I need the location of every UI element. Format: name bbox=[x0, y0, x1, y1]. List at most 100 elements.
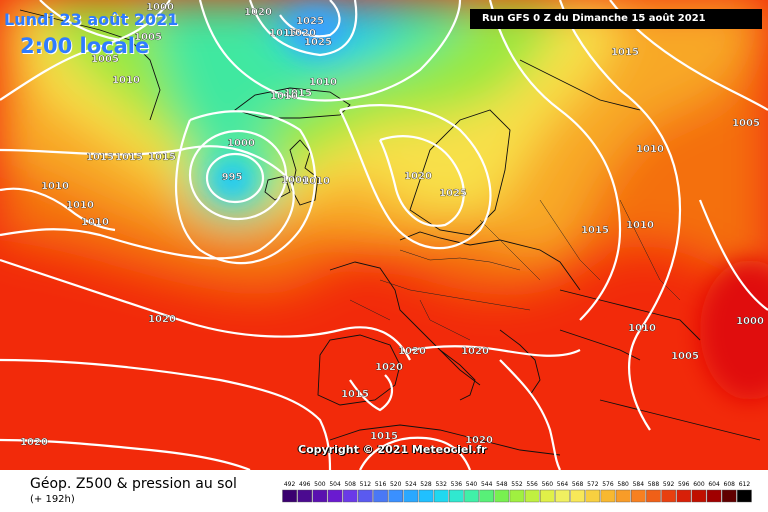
color-scale-legend: 492 496 500 504 508 512 516 520 524 528 532 536 540 5… bbox=[282, 481, 752, 503]
isobar-label: 1000 bbox=[146, 2, 174, 13]
legend-value: 568 bbox=[572, 481, 584, 488]
isobar-label: 1005 bbox=[671, 351, 699, 362]
legend-value: 588 bbox=[648, 481, 660, 488]
isobar-label: 1000 bbox=[227, 138, 255, 149]
legend-swatch bbox=[540, 489, 555, 503]
legend-value: 552 bbox=[511, 481, 523, 488]
isobar-label: 1010 bbox=[302, 176, 330, 187]
legend-value: 524 bbox=[405, 481, 417, 488]
copyright-notice: Copyright © 2021 Meteociel.fr bbox=[298, 443, 487, 456]
legend-value: 544 bbox=[481, 481, 493, 488]
isobar-label: 1015 bbox=[115, 152, 143, 163]
isobar-label: 1025 bbox=[296, 16, 324, 27]
legend-value: 520 bbox=[390, 481, 402, 488]
legend-swatch bbox=[524, 489, 540, 503]
isobar-label: 1005 bbox=[91, 54, 119, 65]
legend-swatch bbox=[479, 489, 494, 503]
legend-value: 540 bbox=[466, 481, 478, 488]
isobar-label: 1020 bbox=[148, 314, 176, 325]
legend-value: 612 bbox=[739, 481, 751, 488]
legend-swatch bbox=[297, 489, 313, 503]
legend-value: 528 bbox=[420, 481, 432, 488]
legend-value: 580 bbox=[617, 481, 629, 488]
isobar-label: 1020 bbox=[244, 7, 272, 18]
model-run-banner: Run GFS 0 Z du Dimanche 15 août 2021 bbox=[470, 9, 762, 29]
legend-value: 512 bbox=[360, 481, 372, 488]
legend-swatch bbox=[282, 489, 297, 503]
legend-value: 492 bbox=[284, 481, 296, 488]
legend-value: 608 bbox=[724, 481, 736, 488]
legend-swatch bbox=[418, 489, 434, 503]
isobar-label: 1010 bbox=[628, 323, 656, 334]
isobar-label: 1015 bbox=[611, 47, 639, 58]
legend-swatch bbox=[494, 489, 510, 503]
isobar-label: 1020 bbox=[20, 437, 48, 448]
legend-swatch bbox=[646, 489, 661, 503]
legend-swatch bbox=[570, 489, 585, 503]
legend-swatch bbox=[661, 489, 676, 503]
legend-value: 508 bbox=[344, 481, 356, 488]
legend-swatch bbox=[676, 489, 692, 503]
isobar-label: 1010 bbox=[626, 220, 654, 231]
isobar-label: 1010 bbox=[270, 91, 298, 102]
legend-value: 584 bbox=[633, 481, 645, 488]
legend-swatch bbox=[312, 489, 328, 503]
legend-value: 532 bbox=[435, 481, 447, 488]
legend-value: 596 bbox=[678, 481, 690, 488]
isobar-label: 1020 bbox=[288, 28, 316, 39]
legend-value: 496 bbox=[299, 481, 311, 488]
isobar-label: 1005 bbox=[134, 32, 162, 43]
isobar-label: 1010 bbox=[41, 181, 69, 192]
isobar-label: 1010 bbox=[112, 75, 140, 86]
country-borders bbox=[349, 199, 681, 341]
forecast-time: 2:00 locale bbox=[20, 34, 150, 58]
legend-swatch bbox=[342, 489, 358, 503]
isobar-label: 1015 bbox=[86, 152, 114, 163]
forecast-lead-time: (+ 192h) bbox=[30, 494, 75, 505]
isobar-label: 1020 bbox=[398, 346, 426, 357]
legend-swatch bbox=[721, 489, 737, 503]
legend-swatch bbox=[631, 489, 646, 503]
legend-value: 604 bbox=[708, 481, 720, 488]
isobar-label: 1025 bbox=[304, 37, 332, 48]
legend-swatch bbox=[449, 489, 464, 503]
isobar-label: 995 bbox=[222, 172, 243, 183]
isobar-label: 1015 bbox=[269, 28, 297, 39]
legend-swatch bbox=[555, 489, 570, 503]
legend-value: 564 bbox=[557, 481, 569, 488]
legend-value: 592 bbox=[663, 481, 675, 488]
legend-swatch bbox=[615, 489, 631, 503]
isobar-label: 1015 bbox=[148, 152, 176, 163]
isobar-label: 1020 bbox=[465, 435, 493, 446]
isobar-label: 1010 bbox=[636, 144, 664, 155]
isobar-label: 1005 bbox=[732, 118, 760, 129]
isobar-label: 1015 bbox=[341, 389, 369, 400]
parameter-title: Géop. Z500 & pression au sol bbox=[30, 476, 237, 492]
isobar-label: 1020 bbox=[375, 362, 403, 373]
isobar-label: 1015 bbox=[370, 431, 398, 442]
legend-value: 504 bbox=[329, 481, 341, 488]
legend-swatch bbox=[358, 489, 373, 503]
legend-swatch bbox=[509, 489, 525, 503]
legend-value: 600 bbox=[693, 481, 705, 488]
legend-swatch bbox=[691, 489, 707, 503]
legend-swatch bbox=[737, 489, 752, 503]
legend-value: 556 bbox=[526, 481, 538, 488]
isobar-label: 1010 bbox=[81, 217, 109, 228]
legend-swatch bbox=[464, 489, 479, 503]
legend-value: 536 bbox=[451, 481, 463, 488]
legend-value: 560 bbox=[542, 481, 554, 488]
legend-value: 500 bbox=[314, 481, 326, 488]
legend-swatch bbox=[403, 489, 419, 503]
isobar-lines bbox=[0, 0, 768, 470]
legend-swatch bbox=[327, 489, 343, 503]
legend-swatch bbox=[373, 489, 388, 503]
legend-swatch bbox=[600, 489, 616, 503]
isobar-label: 1020 bbox=[461, 346, 489, 357]
isobar-label: 1015 bbox=[581, 225, 609, 236]
legend-swatch bbox=[433, 489, 449, 503]
legend-value: 572 bbox=[587, 481, 599, 488]
